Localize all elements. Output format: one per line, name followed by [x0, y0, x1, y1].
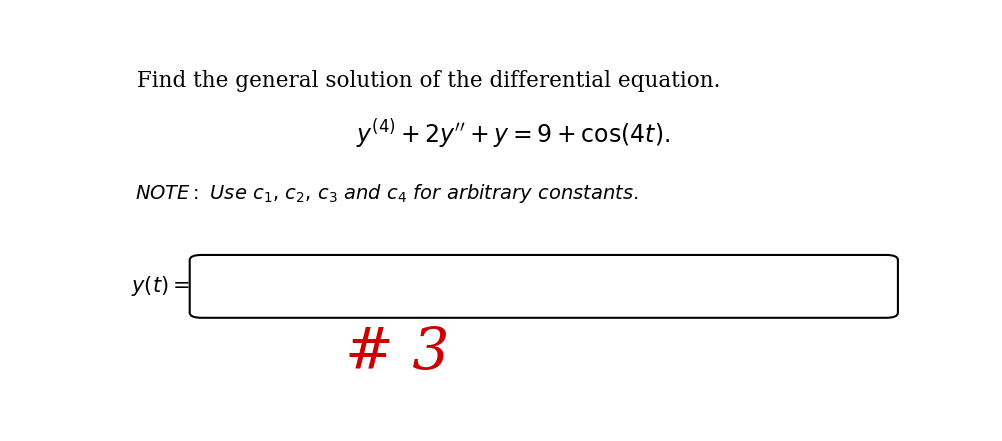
Text: $y^{(4)} + 2y'' + y = 9 + \cos(4t).$: $y^{(4)} + 2y'' + y = 9 + \cos(4t).$ [357, 118, 670, 151]
Text: $y(t) =$: $y(t) =$ [131, 273, 190, 298]
Text: # 3: # 3 [345, 325, 449, 382]
Text: Find the general solution of the differential equation.: Find the general solution of the differe… [137, 70, 720, 92]
FancyBboxPatch shape [189, 255, 898, 318]
Text: $\mathit{NOTE}\mathit{:}\ \mathit{Use}\ c_1\mathit{,}\ c_2\mathit{,}\ c_3\ \math: $\mathit{NOTE}\mathit{:}\ \mathit{Use}\ … [134, 182, 638, 206]
